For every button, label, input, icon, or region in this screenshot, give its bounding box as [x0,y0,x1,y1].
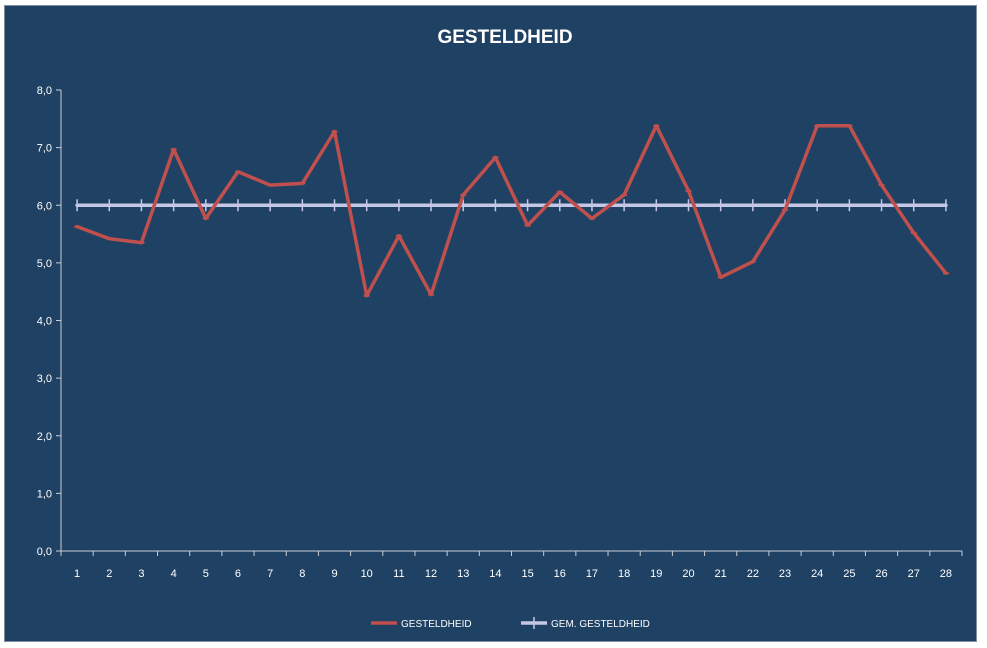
x-tick-label: 27 [908,568,920,580]
x-tick-label: 28 [940,568,952,580]
x-tick-label: 19 [650,568,662,580]
y-tick-label: 6,0 [37,200,52,212]
x-tick-label: 25 [843,568,855,580]
y-tick-label: 5,0 [37,258,52,270]
legend-label: GESTELDHEID [401,619,472,630]
x-tick-label: 14 [489,568,501,580]
y-tick-label: 8,0 [37,85,52,97]
x-tick-label: 7 [267,568,273,580]
x-tick-label: 10 [361,568,373,580]
chart-title: GESTELDHEID [437,27,572,48]
x-tick-label: 16 [554,568,566,580]
x-tick-label: 8 [299,568,305,580]
x-tick-label: 6 [235,568,241,580]
legend-item: GESTELDHEID [371,619,472,630]
x-tick-label: 11 [393,568,404,580]
legend: GESTELDHEID GEM. GESTELDHEID [371,617,650,630]
x-tick-label: 17 [586,568,598,580]
x-tick-label: 12 [425,568,437,580]
axes [60,90,962,552]
x-tick-label: 5 [203,568,209,580]
y-tick-label: 0,0 [37,546,52,558]
x-tick-label: 20 [682,568,694,580]
x-tick-label: 4 [171,568,177,580]
x-tick-label: 21 [715,568,727,580]
x-tick-label: 23 [779,568,791,580]
legend-label: GEM. GESTELDHEID [551,619,650,630]
series-layer [74,123,949,298]
x-axis-ticks: 1 2 3 4 5 6 7 8 9 10 11 12 13 14 15 16 17 18 19 20 21 22 23 24 2… [60,551,963,580]
y-tick-label: 3,0 [37,373,52,385]
series-gesteldheid [74,123,949,298]
y-axis-ticks: 0,0 1,0 2,0 3,0 4,0 5,0 6,0 7,0 8,0 [37,85,61,558]
x-tick-label: 15 [521,568,533,580]
x-tick-label: 1 [74,568,80,580]
x-tick-label: 26 [875,568,887,580]
x-tick-label: 2 [106,568,112,580]
x-tick-label: 24 [811,568,823,580]
legend-item: GEM. GESTELDHEID [521,617,650,630]
x-tick-label: 9 [331,568,337,580]
series-line [75,123,948,298]
series-gem-gesteldheid [75,199,948,212]
x-tick-label: 18 [618,568,630,580]
x-tick-label: 13 [457,568,469,580]
y-tick-label: 4,0 [37,316,52,328]
chart-area: GESTELDHEID 0,0 1,0 2,0 3,0 4,0 5,0 6,0 7,0 8,0 … [4,5,977,642]
y-tick-label: 7,0 [37,143,52,155]
y-tick-label: 1,0 [37,488,52,500]
x-tick-label: 22 [747,568,759,580]
x-tick-label: 3 [138,568,144,580]
y-tick-label: 2,0 [37,431,52,443]
line-chart: GESTELDHEID 0,01,02,03,04,05,06,07,08,0 … [37,27,963,630]
